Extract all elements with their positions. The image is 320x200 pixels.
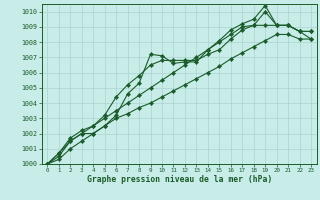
X-axis label: Graphe pression niveau de la mer (hPa): Graphe pression niveau de la mer (hPa) [87, 175, 272, 184]
